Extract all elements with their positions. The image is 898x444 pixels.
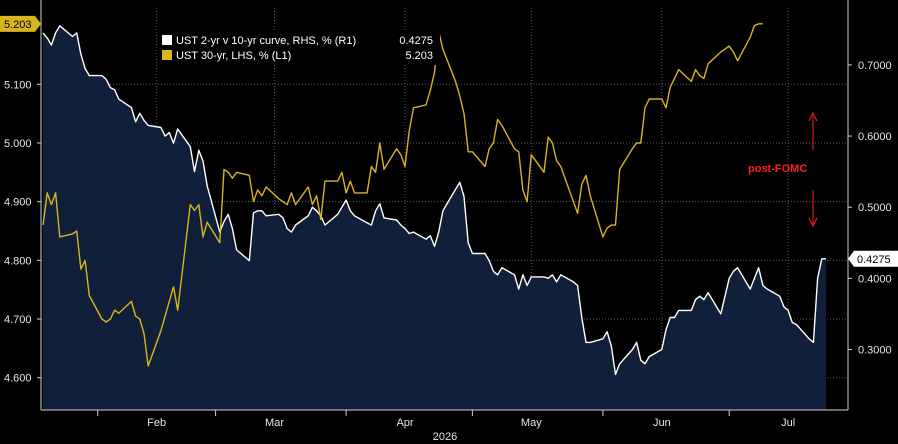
x-tick-label: Mar xyxy=(265,417,284,429)
x-tick-label: Jun xyxy=(653,417,671,429)
left-tick-label: 5.000 xyxy=(4,138,32,150)
curve-area-fill xyxy=(43,25,826,411)
annotation-arrowhead-down xyxy=(808,217,818,228)
left-tick-label: 4.700 xyxy=(4,314,32,326)
annotation: post-FOMC xyxy=(748,111,818,228)
annotation-text: post-FOMC xyxy=(748,163,807,175)
legend-box xyxy=(158,31,440,65)
left-tick-label: 5.100 xyxy=(4,79,32,91)
legend-value: 5.203 xyxy=(405,50,433,62)
x-year-label: 2026 xyxy=(433,431,457,443)
left-tick-label: 4.800 xyxy=(4,255,32,267)
thirty-yr-series-line xyxy=(42,23,763,367)
right-last-value-flag xyxy=(848,250,898,267)
x-tick-label: May xyxy=(521,417,542,429)
x-tick-label: Jul xyxy=(781,417,795,429)
left-last-value-label: 5.203 xyxy=(4,19,32,31)
right-tick-label: 0.4000 xyxy=(858,273,892,285)
left-tick-label: 4.600 xyxy=(4,373,32,385)
right-tick-label: 0.6000 xyxy=(858,131,892,143)
left-last-value-flag xyxy=(0,15,41,32)
right-tick-label: 0.5000 xyxy=(858,202,892,214)
series xyxy=(42,23,826,411)
legend-swatch xyxy=(162,35,172,45)
left-tick-label: 4.900 xyxy=(4,197,32,209)
legend: UST 2-yr v 10-yr curve, RHS, % (R1) 0.427… xyxy=(158,31,440,65)
curve-series-line xyxy=(42,25,826,376)
legend-value: 0.4275 xyxy=(399,35,433,47)
x-tick-label: Apr xyxy=(396,417,413,429)
legend-label: UST 2-yr v 10-yr curve, RHS, % (R1) xyxy=(176,35,356,47)
right-tick-label: 0.3000 xyxy=(858,345,892,357)
legend-swatch xyxy=(162,50,172,60)
right-last-value-label: 0.4275 xyxy=(857,254,891,266)
annotation-arrowhead-up xyxy=(808,111,818,122)
x-tick-label: Feb xyxy=(147,417,166,429)
legend-label: UST 30-yr, LHS, % (L1) xyxy=(176,50,291,62)
right-tick-label: 0.7000 xyxy=(858,60,892,72)
